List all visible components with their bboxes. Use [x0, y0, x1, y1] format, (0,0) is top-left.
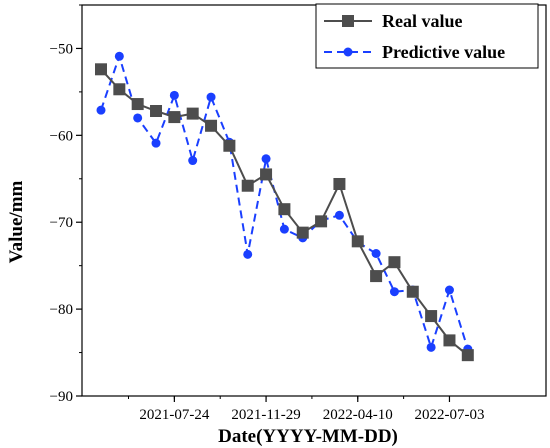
predictive-value-point — [169, 90, 179, 100]
predictive-value-point — [96, 105, 106, 115]
real-value-point — [95, 63, 107, 76]
predictive-value-point — [133, 113, 143, 123]
real-value-point — [333, 177, 346, 190]
real-value-point — [315, 215, 328, 228]
y-tick-label: −60 — [50, 128, 73, 144]
x-tick-label: 2022-07-03 — [414, 407, 484, 423]
predictive-value-point — [371, 249, 381, 259]
legend: Real value Predictive value — [315, 3, 539, 69]
predictive-value-point — [279, 224, 289, 234]
real-value-point — [186, 107, 199, 120]
predictive-value-point — [243, 249, 253, 259]
legend-predictive-label: Predictive value — [382, 42, 505, 62]
predictive-value-point — [151, 138, 161, 148]
y-tick-label: −70 — [50, 215, 73, 231]
y-tick-label: −80 — [50, 302, 73, 318]
real-value-point — [296, 226, 309, 239]
real-value-point — [425, 310, 438, 323]
y-axis-title: Value/mm — [6, 180, 27, 263]
predictive-value-point — [114, 51, 124, 61]
real-value-point — [370, 270, 383, 283]
predictive-value-point — [389, 287, 399, 297]
real-value-point — [205, 119, 218, 132]
real-value-point — [150, 105, 163, 118]
predictive-value-point — [261, 154, 271, 164]
predictive-value-point — [334, 210, 344, 220]
y-tick-label: −90 — [50, 389, 73, 405]
series-group — [95, 51, 474, 362]
real-value-point — [131, 98, 144, 111]
predictive-value-point — [426, 342, 436, 352]
real-value-point — [168, 111, 181, 124]
real-value-point — [241, 179, 254, 192]
predictive-value-line — [100, 53, 469, 351]
real-value-point — [406, 285, 419, 298]
real-value-point — [388, 256, 401, 269]
plot-frame — [81, 4, 547, 397]
predictive-value-point — [206, 92, 216, 102]
legend-box — [315, 3, 539, 69]
x-tick-label: 2021-07-24 — [139, 407, 209, 423]
y-tick-label: −50 — [50, 41, 73, 57]
real-value-point — [113, 83, 126, 96]
predictive-value-point — [188, 156, 198, 166]
real-value-point — [461, 349, 474, 362]
real-value-point — [443, 334, 456, 347]
legend-real-label: Real value — [382, 11, 463, 31]
legend-predictive-marker — [343, 47, 353, 57]
axes: −50 −60 −70 −80 −90 2021-07-24 2021-11-29 2022-… — [50, 4, 547, 423]
x-axis-title: Date(YYYY-MM-DD) — [218, 426, 398, 447]
real-value-point — [278, 203, 291, 216]
x-tick-label: 2021-11-29 — [231, 407, 300, 423]
real-value-point — [351, 235, 364, 248]
x-tick-label: 2022-04-10 — [323, 407, 393, 423]
real-value-point — [223, 139, 236, 152]
predictive-value-point — [444, 285, 454, 295]
legend-real-marker — [342, 15, 354, 27]
real-value-point — [260, 168, 273, 181]
